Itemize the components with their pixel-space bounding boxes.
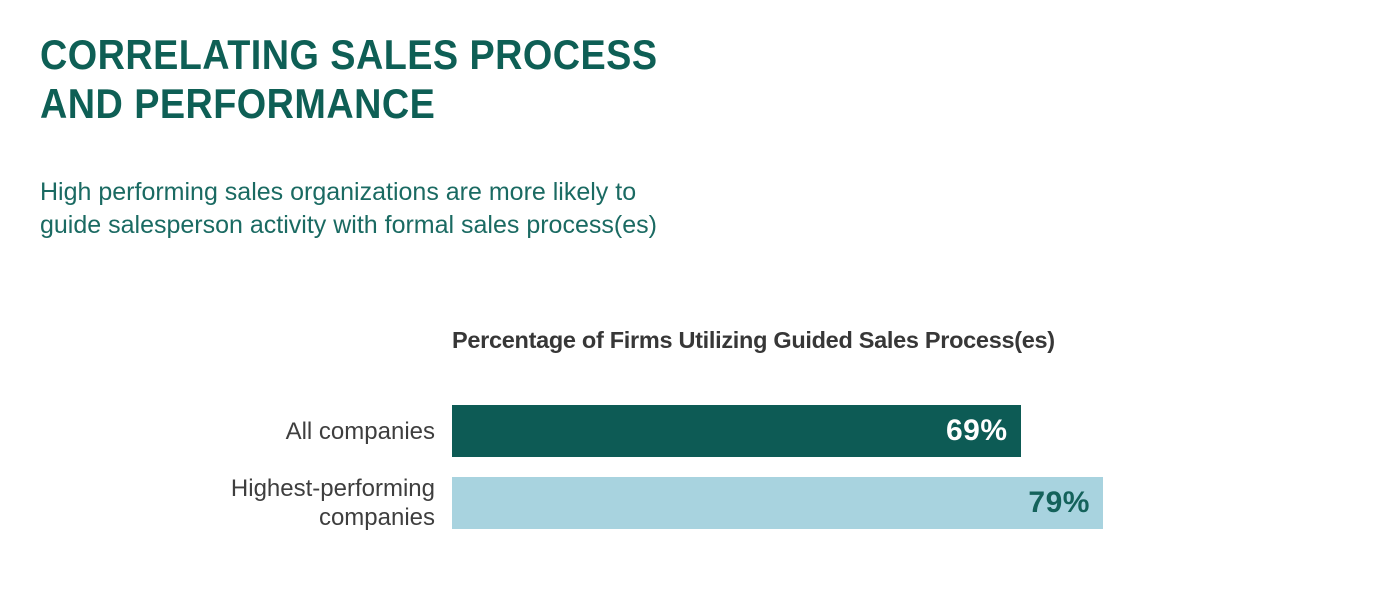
bar-track: 79%: [452, 477, 1276, 529]
category-label-all-companies: All companies: [0, 417, 452, 446]
bar-row-all-companies: All companies 69%: [0, 405, 1381, 457]
category-label-text: All companies: [285, 417, 435, 445]
page-title: CORRELATING SALES PROCESS AND PERFORMANC…: [40, 31, 658, 127]
bar-value-label: 79%: [1028, 486, 1090, 519]
bar-chart: Percentage of Firms Utilizing Guided Sal…: [0, 326, 1381, 532]
chart-title: Percentage of Firms Utilizing Guided Sal…: [452, 327, 1055, 353]
page-subtitle: High performing sales organizations are …: [40, 178, 657, 239]
category-label-highest-performing: Highest-performing companies: [0, 474, 452, 532]
bar-value-label: 69%: [946, 414, 1008, 447]
bar-all-companies: 69%: [452, 405, 1021, 457]
bar-track: 69%: [452, 405, 1276, 457]
bar-row-highest-performing: Highest-performing companies 79%: [0, 474, 1381, 532]
bar-highest-performing: 79%: [452, 477, 1103, 529]
category-label-text: Highest-performing companies: [230, 475, 435, 531]
